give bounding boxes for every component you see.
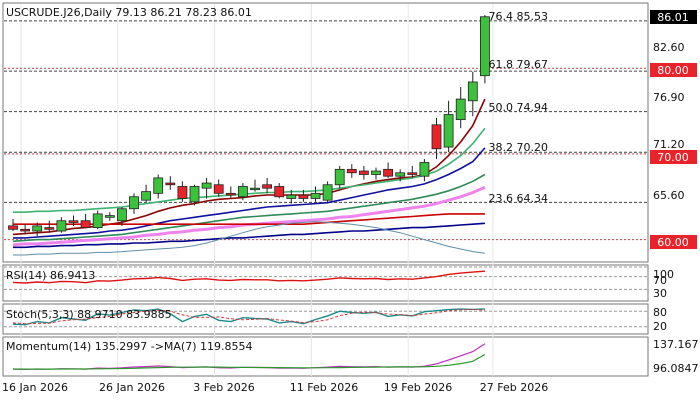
momentum-level-label: 96.0847 bbox=[653, 362, 699, 375]
moving-average-line bbox=[13, 147, 486, 239]
candle-body bbox=[189, 186, 200, 203]
fib-label-2: 61.8 79.67 bbox=[489, 58, 548, 71]
candle-body bbox=[286, 194, 297, 199]
candle-body bbox=[213, 184, 224, 194]
candle-body bbox=[141, 191, 152, 201]
stoch-level-label: 80 bbox=[653, 306, 667, 319]
price-tick-label: 71.20 bbox=[653, 138, 685, 151]
x-axis-label: 16 Jan 2026 bbox=[2, 381, 68, 394]
level-badge bbox=[650, 235, 697, 249]
rsi-line bbox=[12, 270, 485, 284]
candle-body bbox=[443, 114, 454, 148]
candle-body bbox=[44, 227, 55, 230]
candle-body bbox=[165, 182, 176, 186]
candle-body bbox=[479, 16, 490, 77]
moving-average-line bbox=[12, 173, 486, 243]
rsi-label: RSI(14) 86.9413 bbox=[6, 269, 95, 282]
candle-body bbox=[129, 196, 139, 210]
stoch-label: Stoch(5,3,3) 88.9710 83.9885 bbox=[6, 308, 172, 321]
moving-averages bbox=[12, 98, 486, 256]
moving-average-line bbox=[12, 98, 486, 236]
rsi-pane[interactable] bbox=[2, 264, 649, 302]
candle-body bbox=[250, 187, 260, 191]
momentum-pane[interactable] bbox=[2, 336, 649, 377]
price-levels bbox=[4, 20, 647, 241]
level-badge bbox=[650, 63, 697, 77]
candle-body bbox=[262, 184, 273, 189]
candle-body bbox=[32, 225, 43, 232]
candle-body bbox=[274, 186, 285, 198]
candle-body bbox=[237, 186, 248, 198]
level-badge-text: 70.00 bbox=[657, 151, 689, 164]
fib-label-3: 50.0 74.94 bbox=[489, 101, 548, 114]
candle-body bbox=[371, 170, 381, 175]
current-price-badge bbox=[650, 10, 697, 24]
moving-average-line bbox=[13, 222, 485, 249]
moving-average-line bbox=[13, 213, 485, 225]
candle-body bbox=[80, 220, 91, 228]
momentum-label: Momentum(14) 135.2997 ->MA(7) 119.8554 bbox=[6, 340, 253, 353]
rsi-level-label: 100 bbox=[653, 268, 674, 281]
candle-body bbox=[20, 228, 31, 232]
candle-body bbox=[395, 172, 406, 177]
x-axis-label: 26 Jan 2026 bbox=[99, 381, 165, 394]
x-axis-label: 19 Feb 2026 bbox=[384, 381, 452, 394]
candle-body bbox=[419, 162, 430, 177]
candle-body bbox=[68, 220, 79, 223]
fib-label-1: 76.4 85.53 bbox=[489, 10, 548, 23]
indicator-lines bbox=[4, 266, 647, 371]
candle-body bbox=[310, 192, 321, 199]
current-price-text: 86.01 bbox=[657, 11, 689, 24]
moving-average-line bbox=[13, 127, 486, 213]
candle-body bbox=[298, 194, 309, 199]
moving-average-line bbox=[13, 221, 485, 256]
candle-body bbox=[358, 170, 369, 175]
rsi-level-label: 70 bbox=[653, 274, 667, 287]
candle-body bbox=[467, 81, 478, 102]
fib-label-5: 23.6 64.34 bbox=[489, 192, 548, 205]
candlesticks bbox=[8, 15, 490, 237]
candle-body bbox=[431, 124, 442, 150]
candle-body bbox=[8, 225, 18, 230]
stoch-d-line bbox=[12, 308, 485, 325]
candle-body bbox=[177, 186, 188, 199]
price-tick-label: 82.60 bbox=[653, 41, 685, 54]
level-badge-text: 60.00 bbox=[657, 236, 689, 249]
stoch-level-label: 20 bbox=[653, 320, 667, 333]
chart-header: USCRUDE.J26,Daily 79.13 86.21 78.23 86.0… bbox=[6, 6, 252, 19]
candle-body bbox=[201, 182, 212, 189]
price-tick-label: 65.60 bbox=[653, 189, 685, 202]
x-axis-label: 27 Feb 2026 bbox=[480, 381, 548, 394]
candle-body bbox=[92, 213, 103, 228]
momentum-level-label: 137.167 bbox=[653, 338, 699, 351]
fib-label-4: 38.2 70.20 bbox=[489, 141, 548, 154]
candle-body bbox=[225, 192, 236, 196]
candle-body bbox=[104, 215, 115, 218]
candle-body bbox=[56, 220, 67, 232]
candle-body bbox=[407, 172, 418, 175]
price-tick-label: 76.90 bbox=[653, 91, 685, 104]
candle-body bbox=[346, 168, 357, 174]
candle-body bbox=[153, 177, 164, 194]
rsi-level-label: 30 bbox=[653, 287, 667, 300]
candle-body bbox=[322, 184, 333, 201]
candle-body bbox=[455, 98, 466, 121]
candle-body bbox=[383, 168, 394, 177]
stoch-pane[interactable] bbox=[2, 303, 649, 335]
momentum-ma-line bbox=[12, 353, 486, 370]
candle-body bbox=[117, 208, 127, 222]
candle-body bbox=[334, 168, 345, 186]
level-badge-text: 80.00 bbox=[657, 64, 689, 77]
x-axis-label: 3 Feb 2026 bbox=[193, 381, 254, 394]
level-badge bbox=[650, 150, 697, 164]
x-axis-label: 11 Feb 2026 bbox=[290, 381, 358, 394]
